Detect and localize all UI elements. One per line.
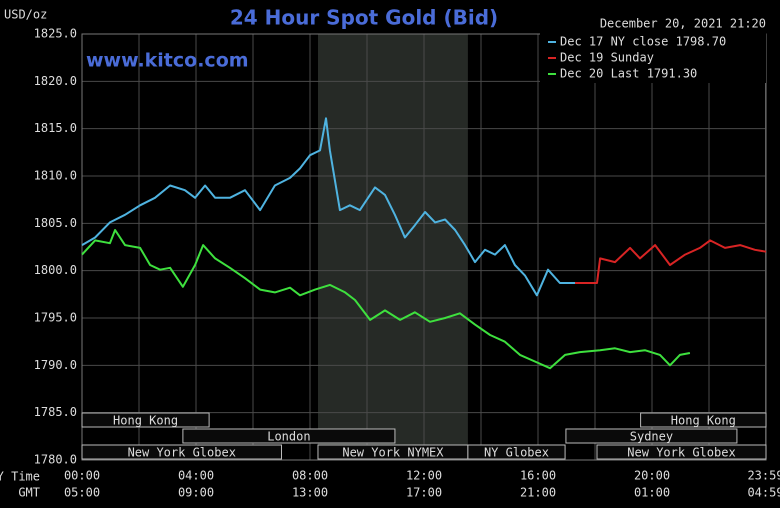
x-tick-label: 00:00 xyxy=(64,469,100,483)
session-label: New York NYMEX xyxy=(342,446,444,460)
session-box xyxy=(182,428,396,444)
chart-title: 24 Hour Spot Gold (Bid) xyxy=(230,6,498,30)
legend-label: Dec 19 Sunday xyxy=(560,51,654,65)
x2-tick-label: 21:00 xyxy=(520,486,556,500)
session-box xyxy=(565,428,738,444)
x2-tick-label: 01:00 xyxy=(634,486,670,500)
session-box xyxy=(467,444,566,460)
x2-tick-label: 05:00 xyxy=(64,486,100,500)
x-tick-label: 12:00 xyxy=(406,469,442,483)
y-tick-label: 1790.0 xyxy=(34,358,77,372)
session-label: London xyxy=(267,430,310,444)
x-tick-label: 04:00 xyxy=(178,469,214,483)
x2-tick-label: 17:00 xyxy=(406,486,442,500)
y-tick-label: 1810.0 xyxy=(34,169,77,183)
legend-label: Dec 17 NY close 1798.70 xyxy=(560,35,726,49)
y-axis-label: USD/oz xyxy=(4,8,47,22)
timestamp: December 20, 2021 21:20 xyxy=(600,17,766,31)
legend-label: Dec 20 Last 1791.30 xyxy=(560,67,697,81)
x2-axis-label: GMT xyxy=(18,486,40,500)
session-box xyxy=(640,412,767,428)
session-box xyxy=(596,444,767,460)
session-label: New York Globex xyxy=(128,446,236,460)
session-box xyxy=(81,412,210,428)
x-tick-label: 23:59 xyxy=(747,469,780,483)
y-tick-label: 1825.0 xyxy=(34,27,77,41)
session-label: New York Globex xyxy=(627,446,735,460)
legend-box xyxy=(540,33,766,83)
y-tick-label: 1820.0 xyxy=(34,74,77,88)
grid: Hong Kong Hong Kong London Sydney New York G… xyxy=(81,33,767,461)
x-tick-label: 20:00 xyxy=(634,469,670,483)
x-axis-label: NY Time xyxy=(0,470,40,484)
y-tick-label: 1815.0 xyxy=(34,121,77,135)
x2-tick-label: 13:00 xyxy=(292,486,328,500)
y-tick-label: 1800.0 xyxy=(34,263,77,277)
x-tick-label: 16:00 xyxy=(520,469,556,483)
y-tick-label: 1795.0 xyxy=(34,311,77,325)
y-tick-label: 1785.0 xyxy=(34,405,77,419)
watermark: www.kitco.com xyxy=(86,50,249,72)
series-line xyxy=(81,117,575,297)
session-label: Hong Kong xyxy=(113,414,178,428)
session-box xyxy=(81,444,282,460)
highlight-band xyxy=(317,34,468,460)
session-label: NY Globex xyxy=(484,446,549,460)
series-line xyxy=(575,239,767,284)
series-line xyxy=(81,229,691,370)
session-label: Hong Kong xyxy=(671,414,736,428)
plot-frame xyxy=(81,33,767,461)
x2-tick-label: 04:59 xyxy=(747,486,780,500)
y-tick-label: 1805.0 xyxy=(34,216,77,230)
y-tick-label: 1780.0 xyxy=(34,453,77,467)
plot-marks xyxy=(81,117,767,370)
session-label: Sydney xyxy=(630,430,673,444)
x2-tick-label: 09:00 xyxy=(178,486,214,500)
x-tick-label: 08:00 xyxy=(292,469,328,483)
